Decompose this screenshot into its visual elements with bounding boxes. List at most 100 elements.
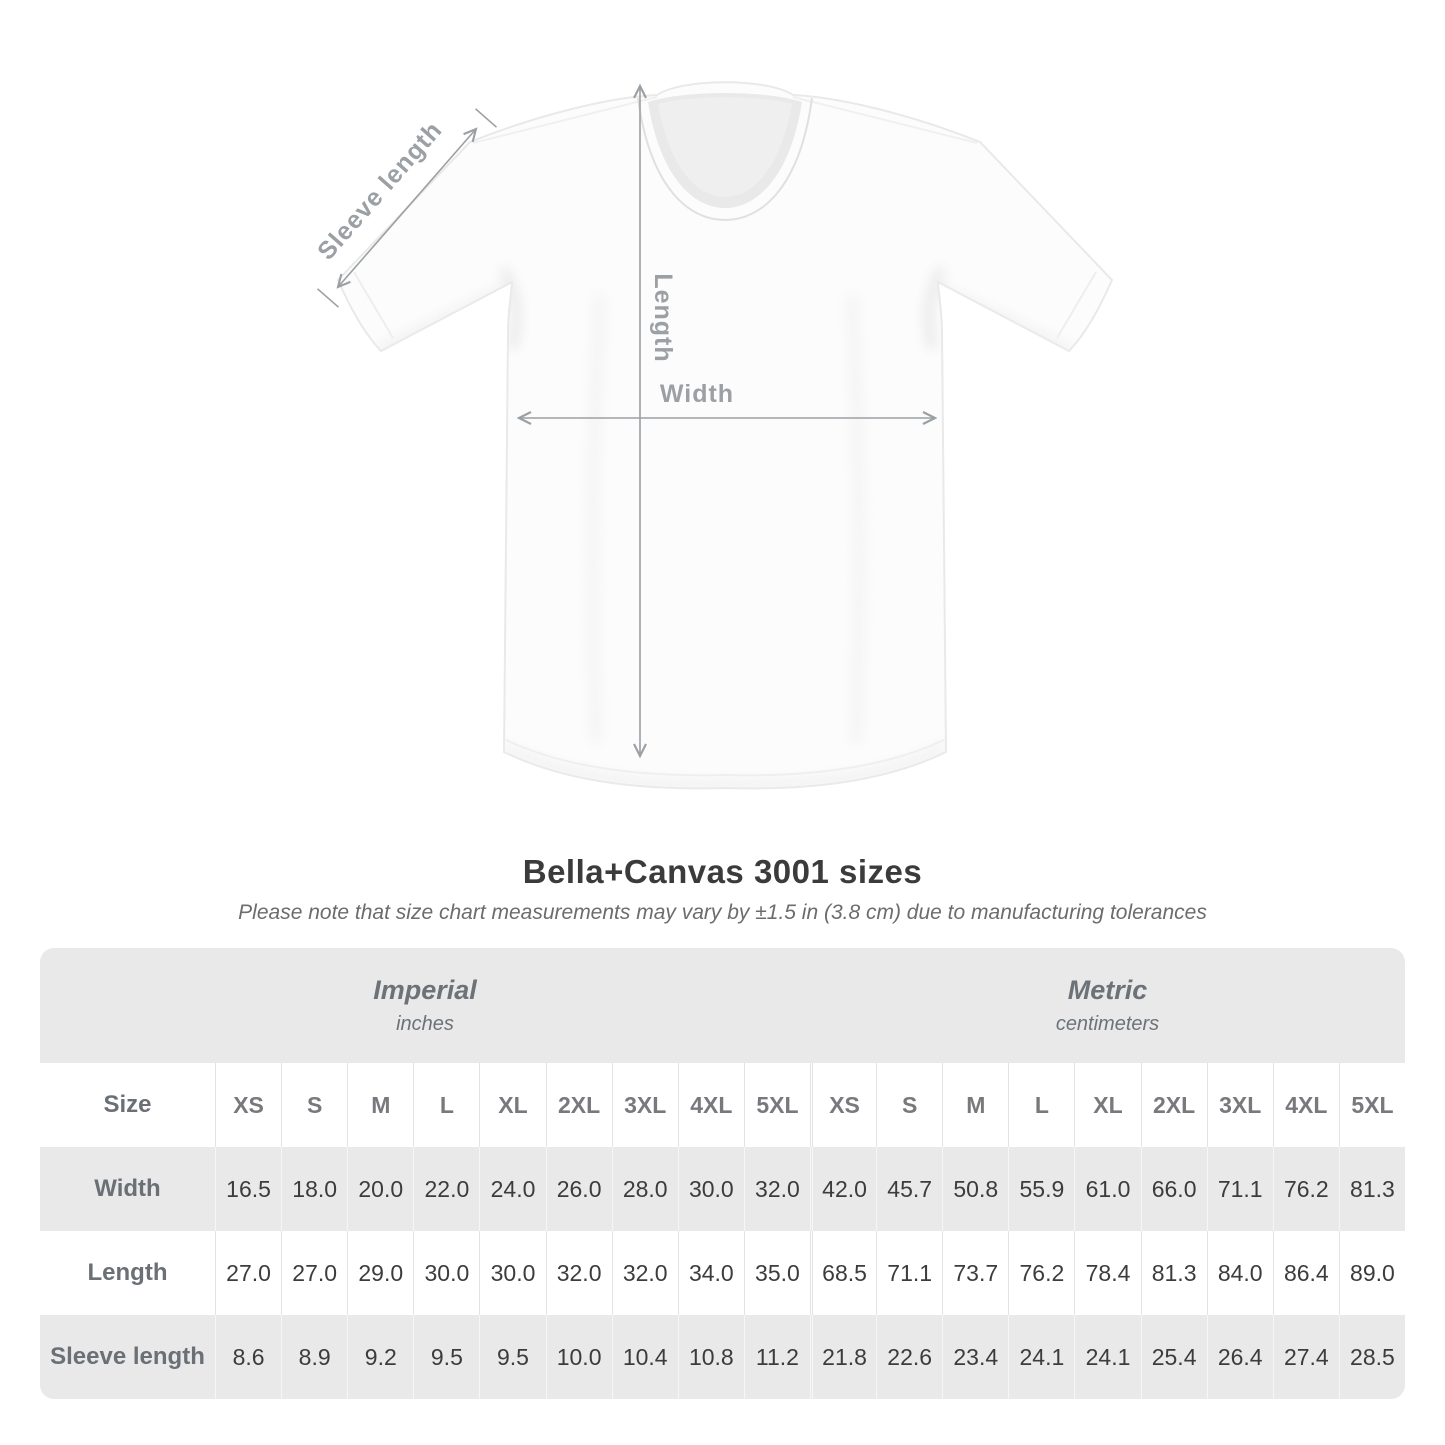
table-row-width: Width 16.5 18.0 20.0 22.0 24.0 26.0 28.0… [40, 1147, 1405, 1231]
value-cell: 32.0 [545, 1231, 612, 1315]
size-header-cell: XS [810, 1063, 876, 1147]
value-cell: 30.0 [677, 1147, 744, 1231]
value-cell: 71.1 [876, 1231, 942, 1315]
tolerance-note: Please note that size chart measurements… [238, 901, 1207, 924]
value-cell: 20.0 [347, 1147, 413, 1231]
value-cell: 9.5 [413, 1315, 479, 1399]
metric-header-title: Metric [1067, 975, 1148, 1005]
value-cell: 34.0 [677, 1231, 744, 1315]
value-cell: 26.0 [545, 1147, 612, 1231]
sleeve-dimension-arrow [338, 129, 476, 287]
collar-graphic [637, 93, 813, 222]
size-table: Imperial inches Metric centimeters Size … [40, 948, 1405, 1399]
value-cell: 28.5 [1338, 1315, 1405, 1399]
value-cell: 22.0 [413, 1147, 479, 1231]
value-cell: 42.0 [810, 1147, 876, 1231]
value-cell: 89.0 [1338, 1231, 1405, 1315]
value-cell: 22.6 [876, 1315, 942, 1399]
value-cell: 30.0 [413, 1231, 479, 1315]
value-cell: 68.5 [810, 1231, 876, 1315]
size-header-cell: L [1008, 1063, 1074, 1147]
dimension-annotations [316, 86, 936, 756]
value-cell: 23.4 [942, 1315, 1008, 1399]
tshirt-measurement-diagram: Length Width Sleeve length [312, 81, 1113, 790]
page-title: Bella+Canvas 3001 sizes [522, 853, 923, 890]
value-cell: 32.0 [611, 1231, 678, 1315]
value-cell: 24.1 [1074, 1315, 1140, 1399]
unit-header-row: Imperial inches Metric centimeters [40, 948, 1405, 1063]
value-cell: 73.7 [942, 1231, 1008, 1315]
size-column-header: Size [103, 1091, 152, 1118]
row-label: Length [87, 1259, 168, 1286]
size-header-cell: XL [479, 1063, 545, 1147]
metric-header: Metric centimeters [810, 948, 1405, 1063]
table-row-sleeve-length: Sleeve length 8.6 8.9 9.2 9.5 9.5 10.0 1… [40, 1315, 1405, 1399]
value-cell: 8.6 [215, 1315, 281, 1399]
imperial-header-title: Imperial [373, 975, 477, 1005]
value-cell: 9.5 [479, 1315, 545, 1399]
value-cell: 11.2 [743, 1315, 810, 1399]
value-cell: 28.0 [611, 1147, 678, 1231]
size-header-cell: 3XL [611, 1063, 678, 1147]
value-cell: 76.2 [1272, 1147, 1339, 1231]
tshirt-graphic [337, 81, 1113, 790]
tshirt-diagram-svg: Length Width Sleeve length [312, 81, 1113, 790]
size-header-cell: XS [215, 1063, 281, 1147]
value-cell: 10.8 [677, 1315, 744, 1399]
value-cell: 81.3 [1338, 1147, 1405, 1231]
value-cell: 27.0 [215, 1231, 281, 1315]
value-cell: 35.0 [743, 1231, 810, 1315]
value-cell: 76.2 [1008, 1231, 1074, 1315]
size-header-cell: M [942, 1063, 1008, 1147]
value-cell: 27.4 [1272, 1315, 1339, 1399]
value-cell: 18.0 [281, 1147, 347, 1231]
value-cell: 16.5 [215, 1147, 281, 1231]
size-header-cell: XL [1074, 1063, 1140, 1147]
value-cell: 66.0 [1140, 1147, 1207, 1231]
value-cell: 45.7 [876, 1147, 942, 1231]
value-cell: 29.0 [347, 1231, 413, 1315]
value-cell: 24.1 [1008, 1315, 1074, 1399]
size-header-cell: S [876, 1063, 942, 1147]
value-cell: 9.2 [347, 1315, 413, 1399]
size-header-cell: 4XL [677, 1063, 744, 1147]
value-cell: 50.8 [942, 1147, 1008, 1231]
size-header-cell: L [413, 1063, 479, 1147]
width-label: Width [660, 380, 734, 408]
value-cell: 61.0 [1074, 1147, 1140, 1231]
row-label: Sleeve length [50, 1343, 205, 1370]
size-header-cell: 2XL [1140, 1063, 1207, 1147]
table-row-length: Length 27.0 27.0 29.0 30.0 30.0 32.0 32.… [40, 1231, 1405, 1315]
value-cell: 71.1 [1206, 1147, 1273, 1231]
value-cell: 24.0 [479, 1147, 545, 1231]
imperial-header-unit: inches [396, 1013, 454, 1035]
value-cell: 86.4 [1272, 1231, 1339, 1315]
size-header-row: Size XS S M L XL 2XL 3XL 4XL 5XL XS S M … [40, 1063, 1405, 1147]
value-cell: 8.9 [281, 1315, 347, 1399]
value-cell: 27.0 [281, 1231, 347, 1315]
value-cell: 32.0 [743, 1147, 810, 1231]
value-cell: 26.4 [1206, 1315, 1273, 1399]
sleeve-dimension-tick [316, 288, 340, 308]
value-cell: 21.8 [810, 1315, 876, 1399]
size-header-cell: 5XL [1338, 1063, 1405, 1147]
imperial-header: Imperial inches [40, 948, 810, 1063]
value-cell: 10.0 [545, 1315, 612, 1399]
row-label: Width [94, 1175, 161, 1202]
value-cell: 30.0 [479, 1231, 545, 1315]
length-label: Length [649, 273, 677, 362]
value-cell: 84.0 [1206, 1231, 1273, 1315]
value-cell: 78.4 [1074, 1231, 1140, 1315]
size-header-cell: 3XL [1206, 1063, 1273, 1147]
value-cell: 55.9 [1008, 1147, 1074, 1231]
size-header-cell: 2XL [545, 1063, 612, 1147]
size-header-cell: 5XL [743, 1063, 810, 1147]
value-cell: 81.3 [1140, 1231, 1207, 1315]
value-cell: 25.4 [1140, 1315, 1207, 1399]
sleeve-dimension-tick [474, 108, 498, 128]
size-header-cell: 4XL [1272, 1063, 1339, 1147]
size-header-cell: M [347, 1063, 413, 1147]
value-cell: 10.4 [611, 1315, 678, 1399]
metric-header-unit: centimeters [1055, 1013, 1160, 1035]
